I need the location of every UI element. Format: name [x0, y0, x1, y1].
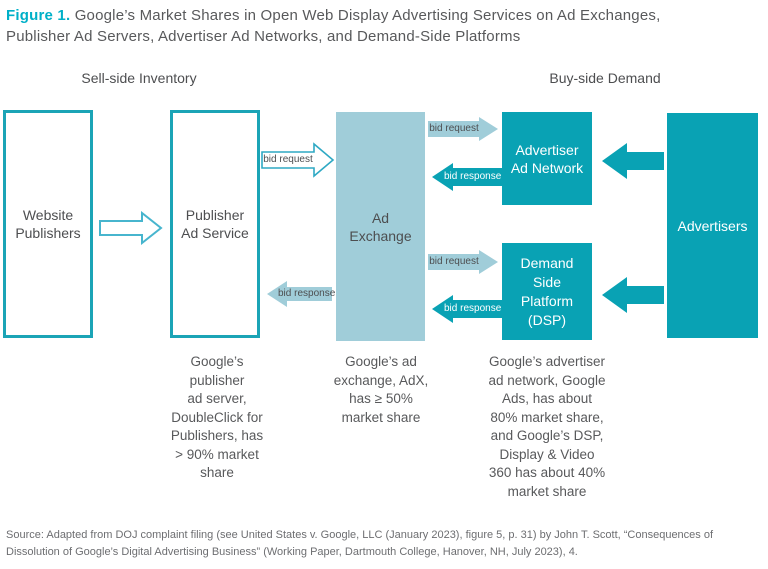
- dsp-bid-response-label: bid response: [444, 303, 502, 314]
- website-publishers-box: Website Publishers: [3, 110, 93, 338]
- ad-exchange-label: Ad Exchange: [349, 209, 412, 244]
- dsp-to-exchange-bid-response-arrow-icon: [432, 295, 503, 323]
- exchange-to-network-bid-request-arrow-icon: [428, 117, 498, 141]
- network-to-exchange-bid-response-arrow-icon: [432, 163, 503, 191]
- publisher-ad-server-caption: Google’s publisher ad server, DoubleClic…: [170, 354, 264, 480]
- figure-title-text: Google’s Market Shares in Open Web Displ…: [6, 7, 661, 45]
- adservice-bid-request-label: bid request: [263, 154, 313, 165]
- buy-side-demand-label: Buy-side Demand: [549, 70, 661, 86]
- advertisers-label: Advertisers: [677, 217, 748, 234]
- network-bid-response-label: bid response: [444, 171, 502, 182]
- advertiser-ad-network-label: Advertiser Ad Network: [510, 141, 584, 176]
- publisher-ad-service-box: Publisher Ad Service: [170, 110, 260, 338]
- dsp-bid-request-label: bid request: [429, 256, 479, 267]
- advertisers-box: Advertisers: [667, 113, 758, 338]
- demand-side-platform-label: Demand Side Platform (DSP): [520, 254, 574, 328]
- exchange-to-dsp-bid-request-arrow-icon: [428, 250, 498, 274]
- ad-exchange-caption: Google’s ad exchange, AdX, has ≥ 50% mar…: [333, 354, 429, 425]
- figure-number-label: Figure 1.: [6, 7, 71, 24]
- advertiser-ad-network-box: Advertiser Ad Network: [502, 112, 592, 205]
- adservice-bid-request-arrow-icon: [261, 142, 335, 178]
- publisher-ad-service-label: Publisher Ad Service: [181, 207, 249, 241]
- advertisers-to-dsp-arrow-icon: [602, 277, 664, 313]
- publishers-to-adservice-arrow-icon: [99, 211, 163, 245]
- sell-side-inventory-label: Sell-side Inventory: [81, 70, 197, 86]
- figure-title: Figure 1. Google’s Market Shares in Open…: [6, 5, 758, 47]
- advertisers-to-network-arrow-icon: [602, 143, 664, 179]
- website-publishers-label: Website Publishers: [15, 207, 81, 241]
- demand-side-platform-box: Demand Side Platform (DSP): [502, 243, 592, 340]
- ad-exchange-box: Ad Exchange: [336, 112, 425, 341]
- exchange-bid-response-arrow-icon: [267, 281, 332, 307]
- buy-side-caption: Google’s advertiser ad network, Google A…: [488, 354, 606, 499]
- exchange-bid-response-label: bid response: [278, 288, 336, 299]
- source-note: Source: Adapted from DOJ complaint filin…: [6, 529, 714, 558]
- network-bid-request-label: bid request: [429, 123, 479, 134]
